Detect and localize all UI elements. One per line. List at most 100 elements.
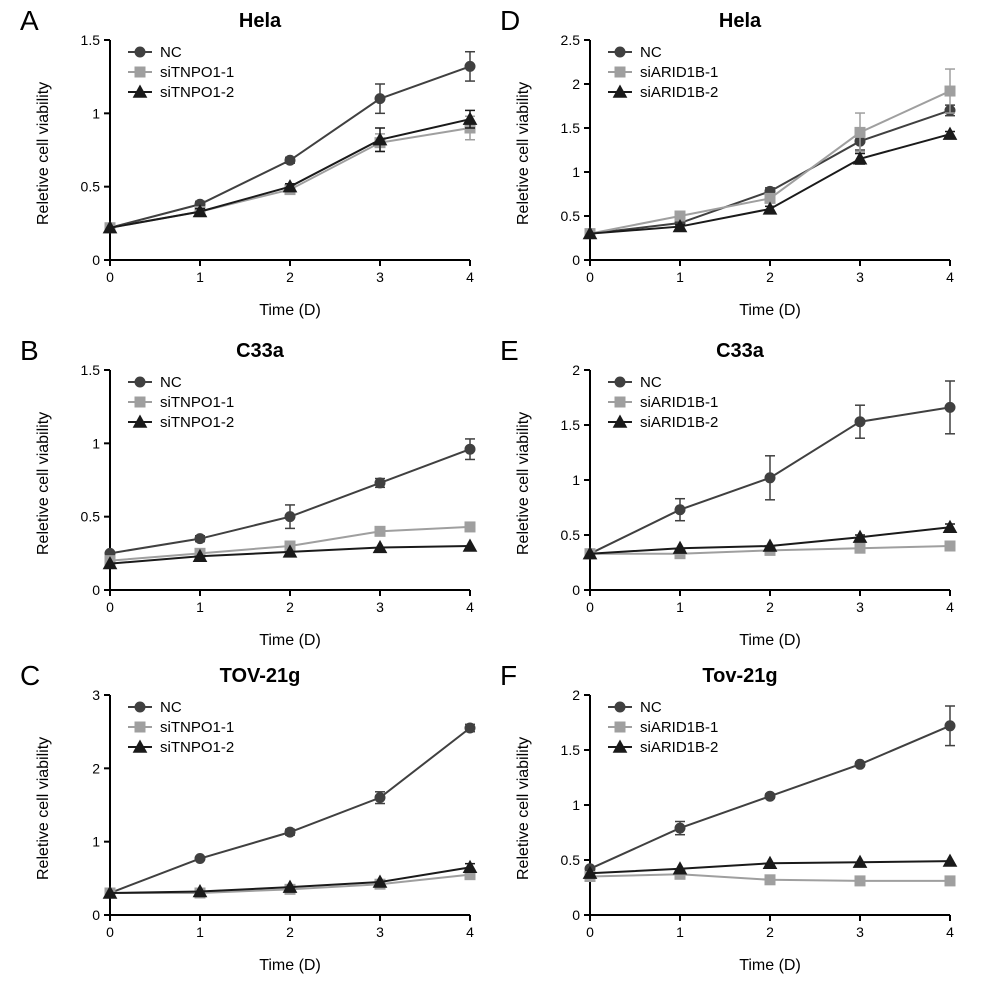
marker-circle [375, 478, 385, 488]
x-tick-label: 4 [466, 269, 474, 285]
legend-label-nc: NC [640, 699, 662, 716]
y-tick-label: 0 [572, 582, 580, 598]
marker-circle [465, 723, 475, 733]
marker-square [945, 876, 955, 886]
chart-title: TOV-21g [20, 665, 500, 688]
y-axis-label: Reletive cell viability [515, 737, 533, 880]
x-axis-label: Time (D) [20, 632, 500, 650]
marker-circle [285, 512, 295, 522]
panel-C: CTOV-21gReletive cell viabilityTime (D)0… [20, 660, 500, 980]
marker-circle [465, 444, 475, 454]
y-tick-label: 0 [92, 582, 100, 598]
chart-title: C33a [20, 340, 500, 363]
marker-triangle [464, 113, 477, 125]
panel-A: AHelaReletive cell viabilityTime (D)00.5… [20, 5, 500, 325]
marker-circle [945, 721, 955, 731]
x-axis-label: Time (D) [500, 302, 980, 320]
legend-label-si2: siTNPO1-2 [160, 739, 234, 756]
y-tick-label: 1.5 [81, 32, 101, 48]
x-tick-label: 3 [856, 924, 864, 940]
marker-circle [285, 155, 295, 165]
y-tick-label: 0.5 [81, 509, 101, 525]
legend-label-si1: siARID1B-1 [640, 719, 718, 736]
legend-label-nc: NC [160, 44, 182, 61]
x-tick-label: 1 [676, 599, 684, 615]
marker-triangle [764, 202, 777, 214]
chart-title: Hela [20, 10, 500, 33]
y-tick-label: 1.5 [561, 742, 581, 758]
y-tick-label: 1.5 [561, 417, 581, 433]
marker-square [945, 541, 955, 551]
marker-circle [615, 702, 625, 712]
y-axis-label: Reletive cell viability [515, 82, 533, 225]
y-tick-label: 2 [572, 687, 580, 703]
chart-area: 00.511.522.501234NCsiARID1B-1siARID1B-2 [590, 40, 950, 260]
marker-circle [135, 47, 145, 57]
x-axis-label: Time (D) [20, 957, 500, 975]
chart-title: Hela [500, 10, 980, 33]
x-tick-label: 3 [856, 599, 864, 615]
y-axis-label: Reletive cell viability [35, 737, 53, 880]
figure-grid: AHelaReletive cell viabilityTime (D)00.5… [0, 0, 1000, 987]
y-axis-label: Reletive cell viability [35, 82, 53, 225]
marker-circle [855, 417, 865, 427]
x-tick-label: 4 [946, 269, 954, 285]
legend-label-si2: siARID1B-2 [640, 84, 718, 101]
marker-square [945, 86, 955, 96]
marker-triangle [944, 521, 957, 533]
x-tick-label: 1 [196, 924, 204, 940]
legend-label-si2: siTNPO1-2 [160, 84, 234, 101]
chart-svg: 00.511.501234NCsiTNPO1-1siTNPO1-2 [110, 40, 470, 260]
legend-label-si1: siARID1B-1 [640, 394, 718, 411]
x-tick-label: 2 [766, 269, 774, 285]
y-tick-label: 0.5 [81, 179, 101, 195]
y-tick-label: 2 [572, 76, 580, 92]
x-tick-label: 3 [376, 599, 384, 615]
panel-B: BC33aReletive cell viabilityTime (D)00.5… [20, 335, 500, 655]
x-tick-label: 3 [376, 924, 384, 940]
marker-circle [285, 827, 295, 837]
y-tick-label: 1 [92, 834, 100, 850]
y-tick-label: 1 [572, 472, 580, 488]
legend-label-si2: siARID1B-2 [640, 414, 718, 431]
x-tick-label: 3 [376, 269, 384, 285]
marker-circle [375, 94, 385, 104]
x-tick-label: 4 [946, 599, 954, 615]
series-line-nc [110, 449, 470, 553]
x-tick-label: 2 [766, 599, 774, 615]
x-tick-label: 0 [586, 924, 594, 940]
y-tick-label: 0 [572, 252, 580, 268]
x-tick-label: 4 [466, 924, 474, 940]
marker-square [855, 543, 865, 553]
y-axis-label: Reletive cell viability [35, 412, 53, 555]
chart-svg: 00.511.5201234NCsiARID1B-1siARID1B-2 [590, 370, 950, 590]
panel-D: DHelaReletive cell viabilityTime (D)00.5… [500, 5, 980, 325]
legend-label-nc: NC [160, 699, 182, 716]
marker-circle [195, 534, 205, 544]
marker-circle [945, 402, 955, 412]
y-tick-label: 3 [92, 687, 100, 703]
y-tick-label: 0.5 [561, 852, 581, 868]
chart-svg: 00.511.501234NCsiTNPO1-1siTNPO1-2 [110, 370, 470, 590]
chart-area: 00.511.501234NCsiTNPO1-1siTNPO1-2 [110, 40, 470, 260]
y-tick-label: 2 [92, 760, 100, 776]
x-tick-label: 2 [766, 924, 774, 940]
y-tick-label: 0.5 [561, 527, 581, 543]
legend-label-si2: siTNPO1-2 [160, 414, 234, 431]
marker-square [135, 722, 145, 732]
x-tick-label: 1 [196, 269, 204, 285]
legend-label-si1: siTNPO1-1 [160, 394, 234, 411]
marker-square [135, 67, 145, 77]
chart-area: 012301234NCsiTNPO1-1siTNPO1-2 [110, 695, 470, 915]
marker-circle [675, 823, 685, 833]
series-line-nc [590, 110, 950, 233]
marker-circle [615, 377, 625, 387]
y-tick-label: 0 [572, 907, 580, 923]
x-tick-label: 0 [586, 269, 594, 285]
marker-square [855, 876, 865, 886]
chart-svg: 012301234NCsiTNPO1-1siTNPO1-2 [110, 695, 470, 915]
x-tick-label: 1 [196, 599, 204, 615]
x-tick-label: 4 [466, 599, 474, 615]
y-tick-label: 1.5 [561, 120, 581, 136]
chart-area: 00.511.501234NCsiTNPO1-1siTNPO1-2 [110, 370, 470, 590]
